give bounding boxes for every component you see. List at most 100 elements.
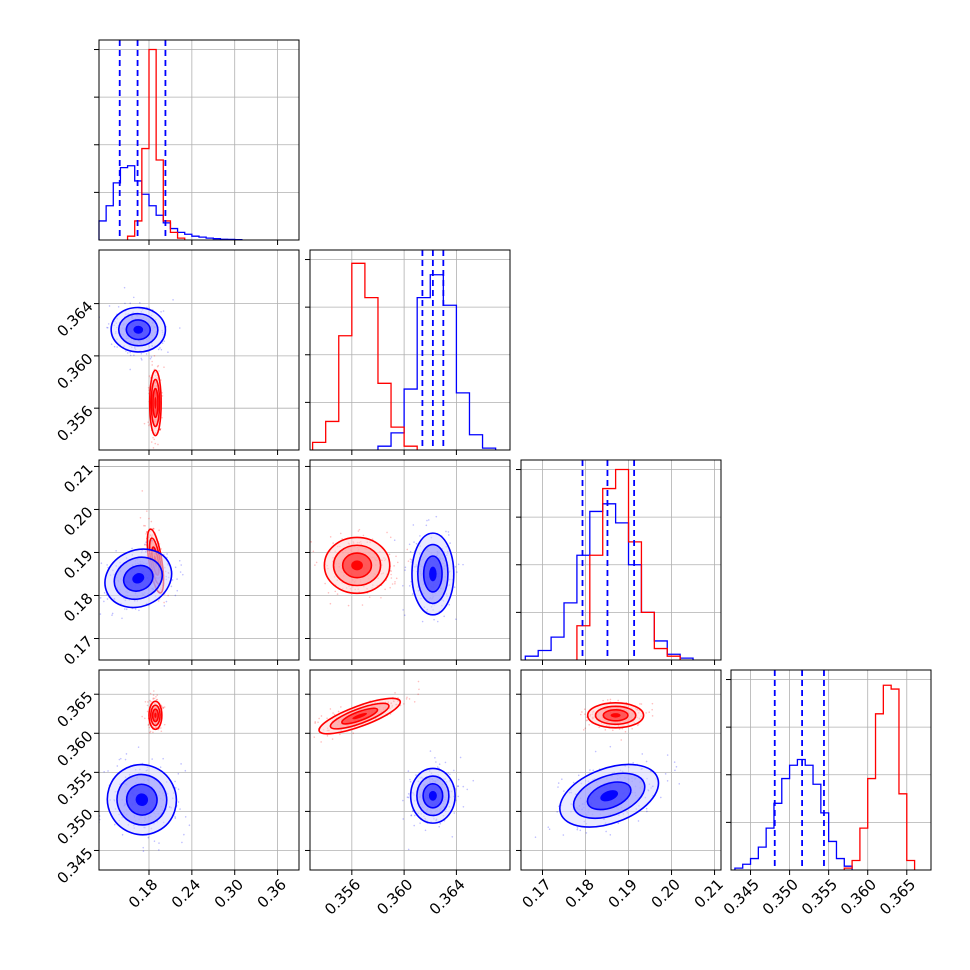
panel-frame: [98, 669, 300, 871]
scatter-point: [163, 366, 165, 368]
scatter-point: [648, 711, 651, 713]
scatter-point: [153, 438, 156, 441]
scatter-point: [183, 833, 185, 836]
scatter-point: [116, 346, 118, 348]
scatter-point: [156, 365, 159, 368]
contour-level: [600, 790, 619, 802]
scatter-point: [563, 790, 565, 792]
scatter-point: [410, 559, 413, 561]
scatter-point: [137, 746, 140, 748]
scatter-point: [389, 536, 392, 539]
scatter-point: [583, 708, 586, 711]
scatter-point: [121, 617, 123, 620]
scatter-point: [165, 600, 168, 603]
scatter-point: [404, 566, 407, 569]
scatter-point: [113, 823, 116, 826]
scatter-point: [163, 605, 166, 607]
scatter-point: [106, 598, 109, 600]
scatter-point: [415, 542, 418, 545]
scatter-point: [184, 769, 187, 772]
panel-frame: [309, 669, 511, 871]
histogram-step-red: [843, 684, 916, 870]
scatter-point: [580, 713, 582, 716]
scatter-point: [142, 846, 145, 849]
scatter-point: [384, 588, 386, 591]
scatter-point: [94, 330, 96, 332]
scatter-point: [151, 758, 153, 760]
scatter-point: [453, 769, 455, 772]
scatter-point: [402, 609, 404, 611]
scatter-3-0: [94, 690, 191, 852]
scatter-point: [152, 436, 154, 439]
scatter-point: [318, 717, 320, 720]
scatter-point: [326, 717, 328, 720]
scatter-point: [418, 688, 420, 691]
scatter-point: [404, 569, 406, 571]
contour-level: [132, 573, 145, 584]
scatter-point: [125, 608, 128, 611]
scatter-point: [99, 597, 102, 599]
contour-level: [429, 566, 437, 582]
scatter-point: [140, 357, 143, 360]
scatter-point: [582, 729, 585, 731]
x-tick-label: 0.18: [562, 875, 598, 911]
panel-0-0: [94, 40, 299, 245]
scatter-point: [174, 816, 176, 818]
scatter-point: [153, 690, 155, 692]
scatter-point: [143, 524, 145, 527]
scatter-point: [121, 833, 124, 836]
scatter-point: [447, 534, 450, 536]
scatter-point: [159, 429, 161, 431]
scatter-point: [142, 850, 145, 852]
scatter-point: [320, 715, 323, 717]
scatter-point: [160, 348, 163, 351]
scatter-point: [589, 769, 591, 771]
scatter-point: [447, 531, 450, 533]
scatter-point: [646, 810, 648, 813]
scatter-point: [314, 721, 317, 723]
scatter-point: [160, 727, 162, 729]
scatter-point: [150, 356, 153, 358]
scatter-point: [448, 603, 451, 606]
scatter-point: [631, 727, 633, 730]
scatter-point: [153, 354, 156, 357]
scatter-point: [159, 428, 161, 431]
scatter-point: [459, 756, 462, 759]
scatter-point: [315, 561, 318, 564]
scatter-point: [617, 699, 619, 702]
scatter-point: [107, 323, 110, 325]
scatter-point: [598, 726, 600, 729]
scatter-point: [131, 547, 133, 550]
scatter-point: [453, 812, 456, 814]
scatter-point: [419, 822, 421, 824]
scatter-point: [674, 769, 676, 772]
scatter-point: [408, 543, 411, 546]
x-tick-label: 0.350: [759, 875, 802, 918]
scatter-point: [439, 822, 442, 825]
histogram-0: [98, 40, 243, 241]
scatter-point: [396, 561, 399, 564]
scatter-point: [138, 302, 141, 304]
panel-3-1: [305, 670, 510, 875]
scatter-point: [588, 723, 590, 726]
scatter-point: [158, 370, 160, 372]
scatter-point: [314, 722, 316, 724]
scatter-point: [110, 343, 113, 346]
contours-red: [148, 369, 162, 437]
scatter-point: [162, 707, 164, 709]
scatter-point: [94, 759, 96, 761]
scatter-point: [160, 311, 162, 313]
y-tick-label: 0.365: [53, 688, 96, 731]
scatter-point: [103, 600, 105, 603]
scatter-point: [106, 326, 109, 329]
scatter-point: [415, 774, 417, 776]
scatter-point: [409, 558, 412, 560]
scatter-point: [329, 602, 332, 605]
scatter-2-0: [99, 490, 184, 620]
contour-level: [135, 793, 149, 806]
scatter-point: [407, 560, 410, 562]
scatter-point: [394, 692, 396, 694]
scatter-point: [167, 594, 169, 597]
x-tick-label: 0.17: [519, 875, 555, 911]
scatter-point: [612, 729, 614, 732]
